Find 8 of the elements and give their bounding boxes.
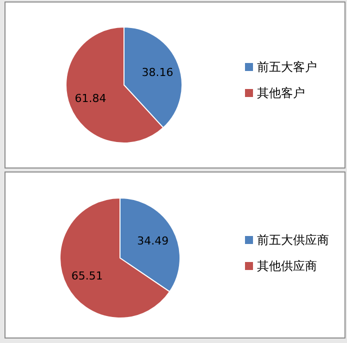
legend-label: 其他客户 (257, 86, 305, 100)
data-label: 34.49 (137, 234, 169, 248)
legend-label: 前五大客户 (257, 60, 317, 74)
legend-label: 其他供应商 (257, 259, 317, 273)
data-label: 65.51 (71, 269, 103, 282)
legend-label: 前五大供应商 (257, 233, 329, 247)
data-label: 38.16 (142, 66, 174, 79)
data-label: 61.84 (74, 92, 106, 106)
